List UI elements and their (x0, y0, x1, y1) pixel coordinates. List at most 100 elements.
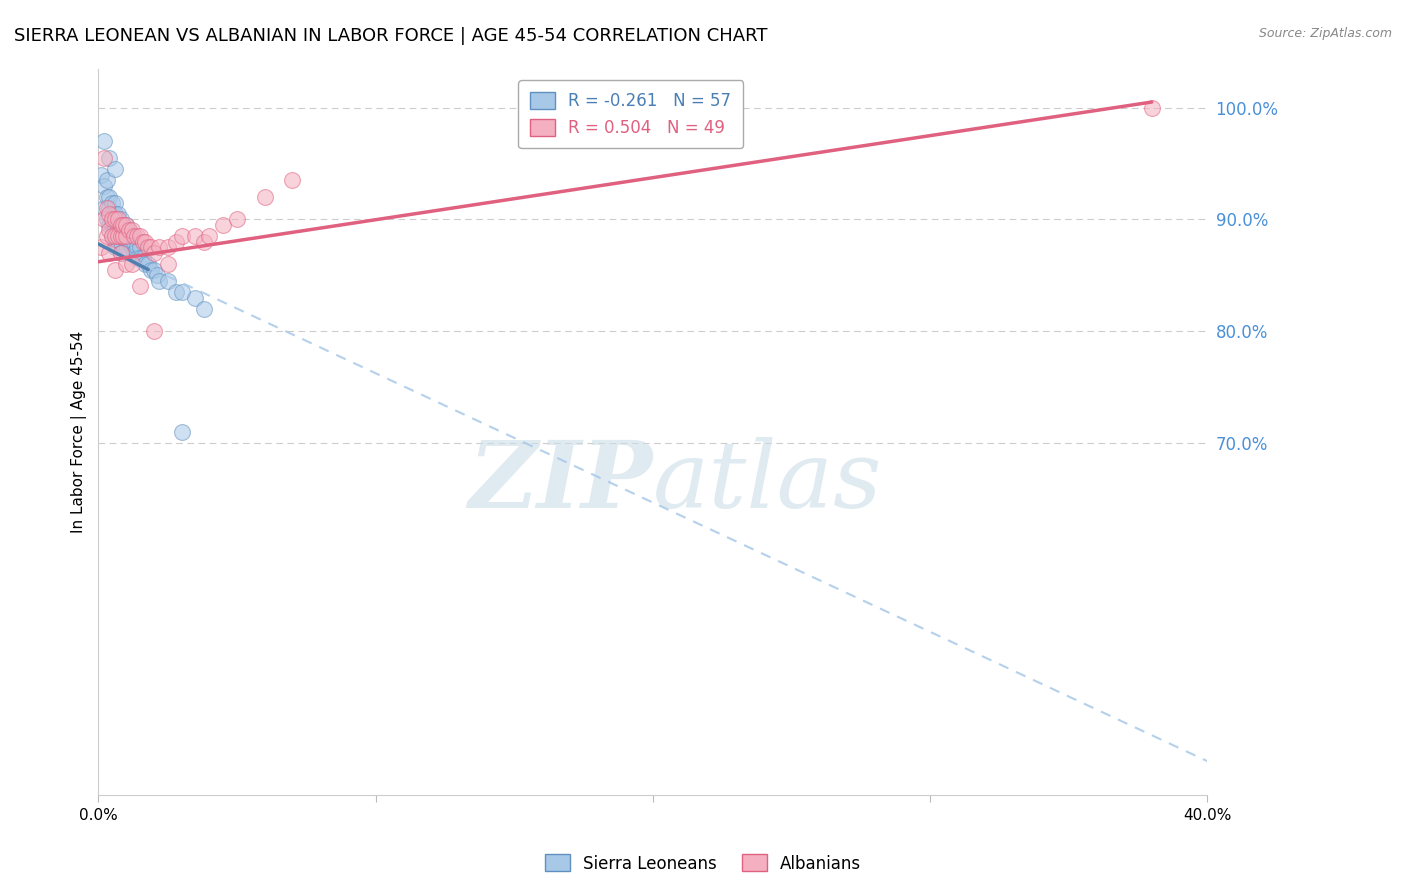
Point (121, 229, 143, 244)
Point (98, 151, 121, 165)
Point (136, 257, 159, 271)
Point (118, 223, 141, 237)
Point (96, 201, 118, 215)
Point (110, 212, 132, 227)
Point (112, 229, 135, 244)
Point (107, 229, 129, 244)
Point (110, 223, 132, 237)
Point (170, 285, 193, 299)
Point (226, 212, 249, 227)
Point (129, 240, 152, 254)
Text: Source: ZipAtlas.com: Source: ZipAtlas.com (1258, 27, 1392, 40)
Point (193, 301, 215, 316)
Point (139, 262, 162, 277)
Point (110, 235, 132, 249)
Point (104, 262, 127, 277)
Point (98, 201, 121, 215)
Point (96, 212, 118, 227)
Point (118, 235, 141, 249)
Point (93, 151, 115, 165)
Point (110, 245, 132, 260)
Point (118, 223, 141, 237)
Point (212, 218, 235, 232)
Point (112, 218, 135, 232)
Point (129, 252, 152, 266)
Point (112, 218, 135, 232)
Point (124, 235, 146, 249)
Point (131, 252, 153, 266)
Point (93, 134, 115, 148)
Point (170, 425, 193, 439)
Point (139, 240, 162, 254)
Point (98, 190, 121, 204)
Point (101, 229, 124, 244)
Point (115, 229, 138, 244)
Point (101, 218, 124, 232)
Point (170, 229, 193, 244)
Point (104, 195, 127, 210)
Point (131, 235, 153, 249)
Point (101, 195, 124, 210)
Point (104, 212, 127, 227)
Point (281, 173, 304, 187)
Point (198, 229, 221, 244)
Point (165, 285, 187, 299)
Point (129, 229, 152, 244)
Point (115, 218, 138, 232)
Point (124, 245, 146, 260)
Point (107, 218, 129, 232)
Point (184, 229, 207, 244)
Point (115, 229, 138, 244)
Point (110, 245, 132, 260)
Point (253, 190, 276, 204)
Point (101, 229, 124, 244)
Point (96, 190, 118, 204)
Point (104, 162, 127, 177)
Y-axis label: In Labor Force | Age 45-54: In Labor Force | Age 45-54 (72, 330, 87, 533)
Text: ZIP: ZIP (468, 437, 652, 527)
Point (112, 229, 135, 244)
Point (101, 207, 124, 221)
Point (107, 229, 129, 244)
Point (90, 168, 112, 182)
Point (107, 207, 129, 221)
Point (134, 235, 156, 249)
Text: atlas: atlas (652, 437, 883, 527)
Point (110, 229, 132, 244)
Point (121, 240, 143, 254)
Point (124, 229, 146, 244)
Point (156, 274, 179, 288)
Point (96, 173, 118, 187)
Point (142, 324, 165, 338)
Legend: Sierra Leoneans, Albanians: Sierra Leoneans, Albanians (538, 847, 868, 880)
Point (93, 178, 115, 193)
Point (107, 212, 129, 227)
Legend: R = -0.261   N = 57, R = 0.504   N = 49: R = -0.261 N = 57, R = 0.504 N = 49 (519, 80, 742, 148)
Point (93, 212, 115, 227)
Point (136, 240, 159, 254)
Point (156, 257, 179, 271)
Point (142, 262, 165, 277)
Point (129, 279, 152, 293)
Point (145, 268, 167, 282)
Point (104, 240, 127, 254)
Point (115, 240, 138, 254)
Point (101, 212, 124, 227)
Point (184, 291, 207, 305)
Point (104, 218, 127, 232)
Point (98, 223, 121, 237)
Point (121, 257, 143, 271)
Point (127, 229, 149, 244)
Point (104, 207, 127, 221)
Point (104, 229, 127, 244)
Point (90, 240, 112, 254)
Point (98, 207, 121, 221)
Point (193, 235, 215, 249)
Point (107, 240, 129, 254)
Text: SIERRA LEONEAN VS ALBANIAN IN LABOR FORCE | AGE 45-54 CORRELATION CHART: SIERRA LEONEAN VS ALBANIAN IN LABOR FORC… (14, 27, 768, 45)
Point (98, 245, 121, 260)
Point (98, 218, 121, 232)
Point (156, 240, 179, 254)
Point (165, 235, 187, 249)
Point (127, 252, 149, 266)
